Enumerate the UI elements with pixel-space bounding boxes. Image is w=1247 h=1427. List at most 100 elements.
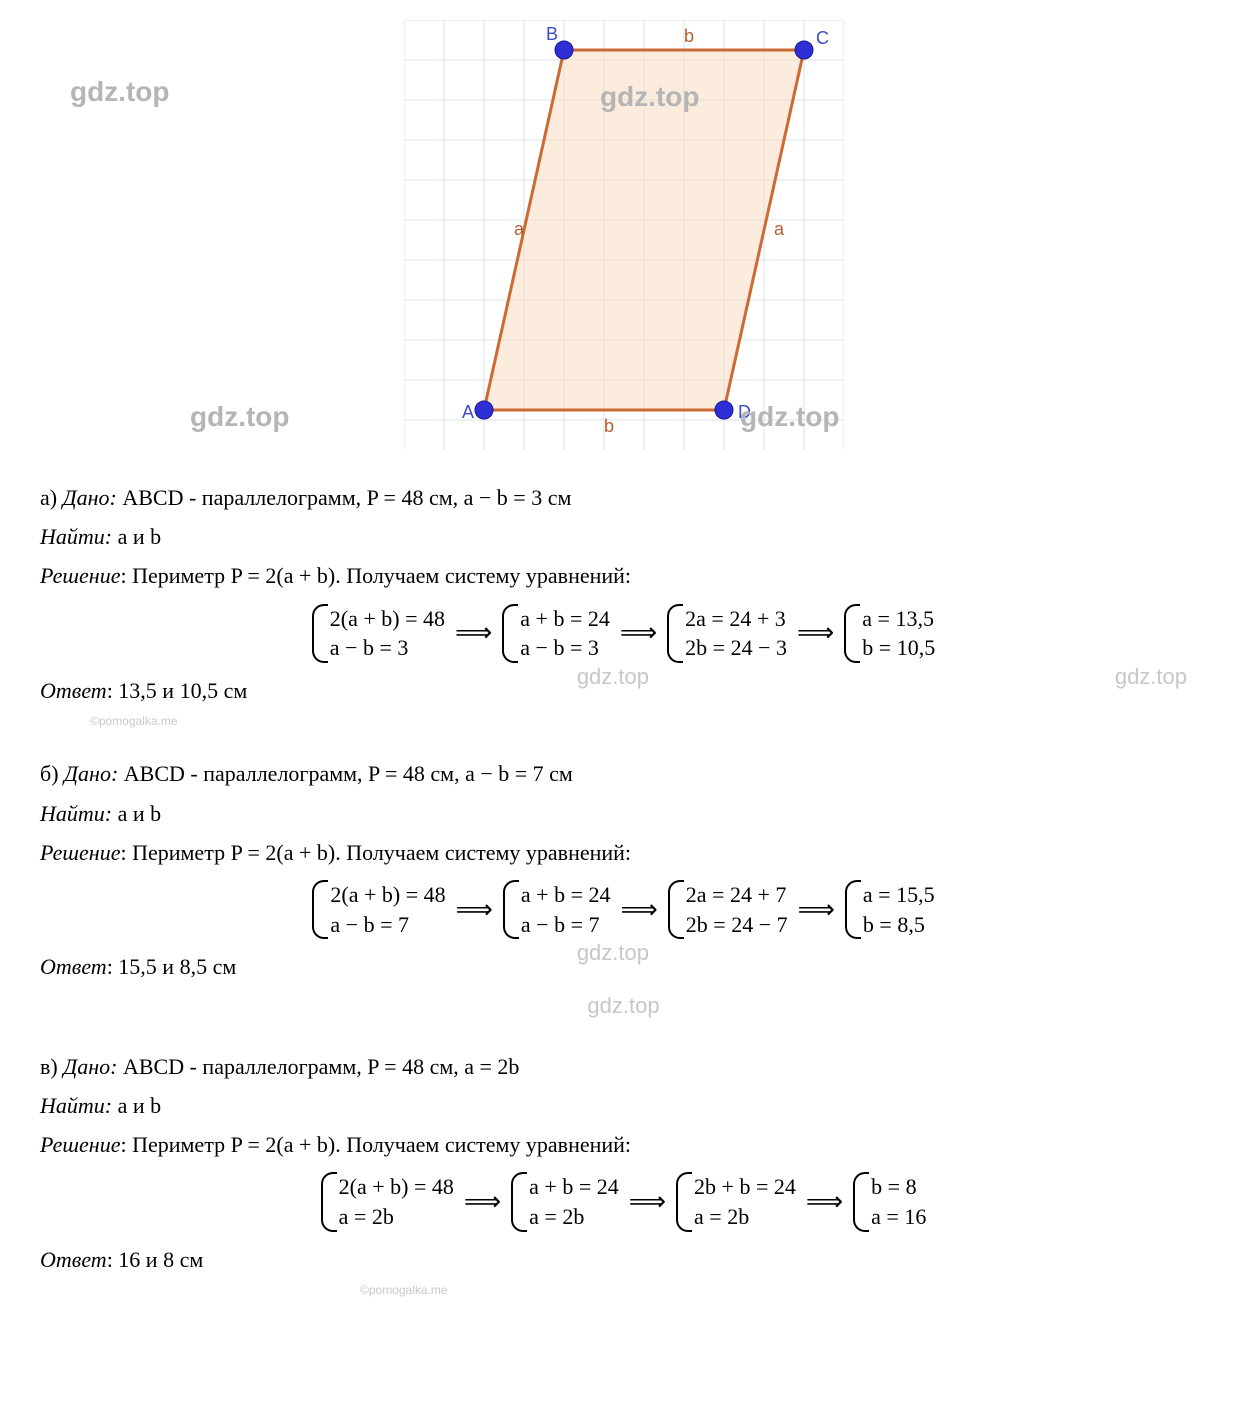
given-label: Дано: xyxy=(64,761,118,786)
equation: 2b + b = 24 xyxy=(694,1172,796,1202)
equation-system: 2(a + b) = 48a = 2b xyxy=(321,1172,454,1231)
given-label: Дано: xyxy=(63,1054,117,1079)
equation-row: 2(a + b) = 48a − b = 3⟹a + b = 24a − b =… xyxy=(40,604,1207,663)
find-label: Найти: xyxy=(40,1093,112,1118)
equation-row: 2(a + b) = 48a = 2b⟹a + b = 24a = 2b⟹2b … xyxy=(40,1172,1207,1231)
find-line: Найти: a и b xyxy=(40,1088,1207,1123)
solution-label: Решение xyxy=(40,1132,120,1157)
equation-system: b = 8a = 16 xyxy=(853,1172,926,1231)
equation: a = 2b xyxy=(694,1202,796,1232)
answer-label: Ответ xyxy=(40,954,107,979)
svg-text:b: b xyxy=(604,416,614,436)
problem-section: в) Дано: ABCD - параллелограмм, P = 48 с… xyxy=(40,1049,1207,1300)
letter: б) xyxy=(40,761,59,786)
implies-arrow: ⟹ xyxy=(629,1181,666,1223)
equation: b = 10,5 xyxy=(862,633,935,663)
implies-arrow: ⟹ xyxy=(621,889,658,931)
equation-system: 2a = 24 + 32b = 24 − 3 xyxy=(667,604,787,663)
equation-system: a = 13,5b = 10,5 xyxy=(844,604,935,663)
answer-label: Ответ xyxy=(40,1247,107,1272)
equation: 2b = 24 − 3 xyxy=(685,633,787,663)
equation: b = 8 xyxy=(871,1172,926,1202)
equation: a = 2b xyxy=(339,1202,454,1232)
equation: 2a = 24 + 7 xyxy=(686,880,788,910)
svg-text:b: b xyxy=(684,26,694,46)
equation-system: a + b = 24a − b = 3 xyxy=(502,604,610,663)
equation-system: a = 15,5b = 8,5 xyxy=(845,880,935,939)
given-text: ABCD - параллелограмм, P = 48 см, a = 2b xyxy=(123,1054,519,1079)
watermark: gdz.top xyxy=(600,75,700,120)
equation: 2(a + b) = 48 xyxy=(330,880,445,910)
implies-arrow: ⟹ xyxy=(798,889,835,931)
given-label: Дано: xyxy=(63,485,117,510)
answer-text: : 16 и 8 см xyxy=(107,1247,204,1272)
problem-section: а) Дано: ABCD - параллелограмм, P = 48 с… xyxy=(40,480,1207,731)
watermark: gdz.top xyxy=(190,395,290,440)
solution-line: Решение: Периметр P = 2(a + b). Получаем… xyxy=(40,835,1207,870)
equation: a − b = 3 xyxy=(330,633,445,663)
find-line: Найти: a и b xyxy=(40,519,1207,554)
svg-text:B: B xyxy=(546,24,558,44)
equation-system: 2b + b = 24a = 2b xyxy=(676,1172,796,1231)
svg-text:C: C xyxy=(816,28,829,48)
solution-text: : Периметр P = 2(a + b). Получаем систем… xyxy=(120,563,631,588)
equation-system: a + b = 24a − b = 7 xyxy=(503,880,611,939)
equation-system: 2(a + b) = 48a − b = 7 xyxy=(312,880,445,939)
find-label: Найти: xyxy=(40,524,112,549)
equation: a = 13,5 xyxy=(862,604,935,634)
answer-line: Ответ: 16 и 8 см xyxy=(40,1242,1207,1277)
given-line: а) Дано: ABCD - параллелограмм, P = 48 с… xyxy=(40,480,1207,515)
solution-text: : Периметр P = 2(a + b). Получаем систем… xyxy=(120,840,631,865)
equation: 2(a + b) = 48 xyxy=(330,604,445,634)
implies-arrow: ⟹ xyxy=(456,889,493,931)
equation-row: 2(a + b) = 48a − b = 7⟹a + b = 24a − b =… xyxy=(40,880,1207,939)
implies-arrow: ⟹ xyxy=(464,1181,501,1223)
answer-label: Ответ xyxy=(40,678,107,703)
equation: a = 16 xyxy=(871,1202,926,1232)
equation: 2a = 24 + 3 xyxy=(685,604,787,634)
solution-line: Решение: Периметр P = 2(a + b). Получаем… xyxy=(40,1127,1207,1162)
solution-text: : Периметр P = 2(a + b). Получаем систем… xyxy=(120,1132,631,1157)
watermark: gdz.top xyxy=(577,659,649,694)
letter: в) xyxy=(40,1054,58,1079)
find-text: a и b xyxy=(118,524,162,549)
equation: a = 15,5 xyxy=(863,880,935,910)
answer-text: : 15,5 и 8,5 см xyxy=(107,954,237,979)
implies-arrow: ⟹ xyxy=(797,612,834,654)
given-line: в) Дано: ABCD - параллелограмм, P = 48 с… xyxy=(40,1049,1207,1084)
watermark: gdz.top xyxy=(1115,659,1187,694)
svg-text:a: a xyxy=(514,219,525,239)
copyright: ©pomogalka.me xyxy=(90,712,1207,731)
equation: a + b = 24 xyxy=(520,604,610,634)
solution-label: Решение xyxy=(40,840,120,865)
find-text: a и b xyxy=(118,1093,162,1118)
find-text: a и b xyxy=(118,801,162,826)
given-line: б) Дано: ABCD - параллелограмм, P = 48 с… xyxy=(40,756,1207,791)
find-line: Найти: a и b xyxy=(40,796,1207,831)
equation: 2(a + b) = 48 xyxy=(339,1172,454,1202)
answer-text: : 13,5 и 10,5 см xyxy=(107,678,248,703)
equation: a + b = 24 xyxy=(521,880,611,910)
equation-system: 2(a + b) = 48a − b = 3 xyxy=(312,604,445,663)
equation: a = 2b xyxy=(529,1202,619,1232)
equation-system: a + b = 24a = 2b xyxy=(511,1172,619,1231)
watermark: gdz.top xyxy=(40,988,1207,1023)
given-text: ABCD - параллелограмм, P = 48 см, a − b … xyxy=(122,485,571,510)
watermark: gdz.top xyxy=(577,935,649,970)
diagram-container: gdz.top gdz.top gdz.top gdz.top ABCDbaab xyxy=(40,20,1207,450)
equation: a + b = 24 xyxy=(529,1172,619,1202)
given-text: ABCD - параллелограмм, P = 48 см, a − b … xyxy=(124,761,573,786)
equation: 2b = 24 − 7 xyxy=(686,910,788,940)
equation: a − b = 7 xyxy=(330,910,445,940)
find-label: Найти: xyxy=(40,801,112,826)
equation-system: 2a = 24 + 72b = 24 − 7 xyxy=(668,880,788,939)
watermark: gdz.top xyxy=(740,395,840,440)
equation: b = 8,5 xyxy=(863,910,935,940)
problem-section: б) Дано: ABCD - параллелограмм, P = 48 с… xyxy=(40,756,1207,1023)
letter: а) xyxy=(40,485,57,510)
watermark: gdz.top xyxy=(70,70,170,115)
solution-label: Решение xyxy=(40,563,120,588)
svg-text:A: A xyxy=(462,402,474,422)
copyright: ©pomogalka.me xyxy=(360,1281,1207,1300)
implies-arrow: ⟹ xyxy=(806,1181,843,1223)
